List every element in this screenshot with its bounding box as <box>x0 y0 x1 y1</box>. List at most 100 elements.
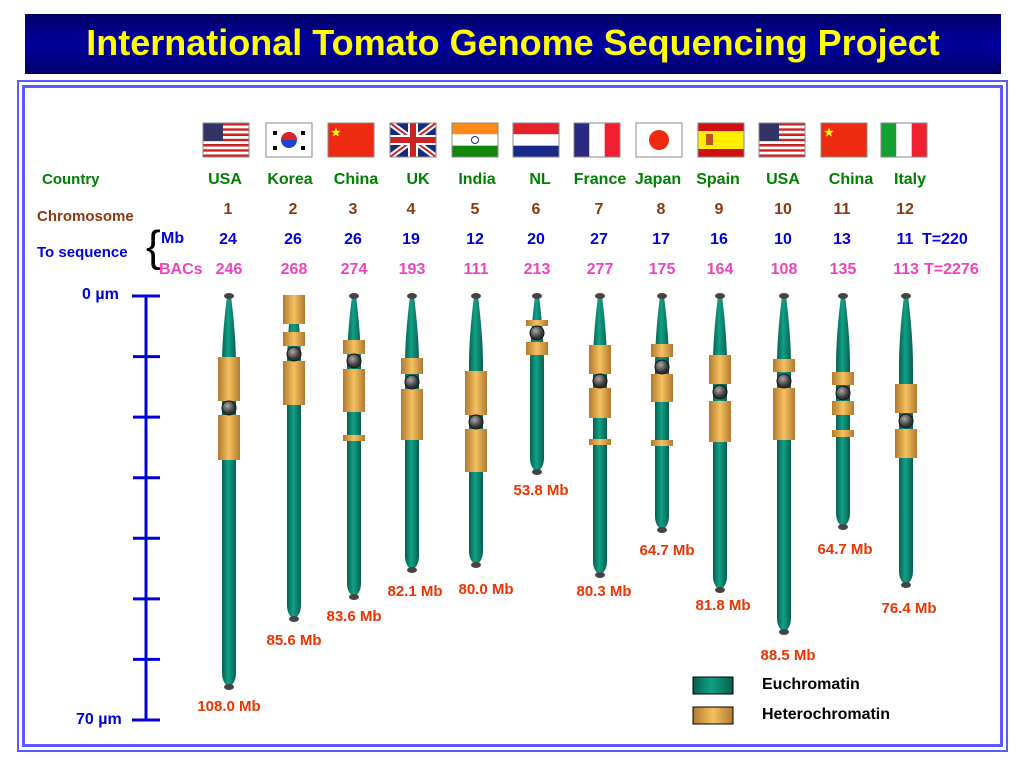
heterochromatin-band <box>343 340 365 354</box>
telomere <box>471 562 481 568</box>
telomere <box>779 293 789 299</box>
italy-flag-icon <box>880 122 928 158</box>
uk-flag-icon <box>388 120 438 160</box>
chromosome-8 <box>651 293 673 533</box>
telomere <box>532 293 542 299</box>
mb-value: 11 <box>896 231 914 248</box>
heterochromatin-band <box>589 388 611 418</box>
korea-flag-icon <box>265 122 313 158</box>
heterochromatin-band <box>283 295 305 324</box>
heterochromatin-band <box>401 358 423 374</box>
japan-flag-icon <box>635 122 683 158</box>
bacs-value: 277 <box>586 261 614 278</box>
mb-value: 17 <box>652 231 670 248</box>
country-label: Korea <box>267 171 313 188</box>
chromosome-number: 7 <box>594 201 604 218</box>
chromosome-12 <box>895 293 917 588</box>
centromere <box>346 353 362 369</box>
bacs-value: 111 <box>463 261 489 278</box>
country-label: UK <box>406 171 430 188</box>
country-label: China <box>333 171 379 188</box>
bacs-value: 268 <box>280 261 308 278</box>
chromosome-5 <box>465 293 487 568</box>
chromosome-size-label: 80.3 Mb <box>576 583 632 600</box>
chromosome-number: 6 <box>531 201 541 218</box>
chromosome-7 <box>589 293 611 578</box>
row-label-to-sequence: To sequence <box>37 244 128 261</box>
centromere <box>776 373 792 389</box>
chromosome-6 <box>526 293 548 475</box>
bacs-value: 135 <box>829 261 857 278</box>
heterochromatin-band <box>651 374 673 402</box>
legend-heterochromatin-swatch <box>692 706 734 725</box>
telomere <box>838 293 848 299</box>
country-label: USA <box>208 171 242 188</box>
chromosome-size-label: 64.7 Mb <box>817 541 873 558</box>
chromosome-size-label: 76.4 Mb <box>881 600 937 617</box>
telomere <box>715 293 725 299</box>
telomere <box>471 293 481 299</box>
telomere <box>715 587 725 593</box>
legend-euchromatin-swatch <box>692 676 734 695</box>
netherlands-flag-icon <box>512 122 560 158</box>
chromosome-1 <box>218 293 240 690</box>
china-flag-icon: ★ <box>820 122 868 158</box>
chromosome-size-label: 85.6 Mb <box>266 632 322 649</box>
france-flag-icon <box>573 122 621 158</box>
telomere <box>224 293 234 299</box>
bacs-value: 108 <box>770 261 798 278</box>
bacs-value: 274 <box>340 261 368 278</box>
centromere <box>529 325 545 341</box>
centromere <box>221 400 237 416</box>
heterochromatin-band <box>773 388 795 440</box>
heterochromatin-band <box>283 361 305 405</box>
heterochromatin-band <box>343 369 365 412</box>
chromosome-4 <box>401 293 423 573</box>
mb-value: 20 <box>527 231 545 248</box>
bacs-value: 246 <box>215 261 243 278</box>
centromere <box>468 414 484 430</box>
heterochromatin-band <box>709 355 731 384</box>
chromosome-11 <box>832 293 854 530</box>
heterochromatin-band <box>589 439 611 445</box>
mb-value: 26 <box>344 231 362 248</box>
slide-frame <box>17 80 1008 752</box>
scale-bottom-label: 70 µm <box>76 711 122 728</box>
centromere <box>898 413 914 429</box>
centromere <box>835 385 851 401</box>
chromosome-size-label: 64.7 Mb <box>639 542 695 559</box>
spain-flag-icon <box>697 122 745 158</box>
country-label: India <box>458 171 496 188</box>
title-bar: International Tomato Genome Sequencing P… <box>25 14 1001 74</box>
bacs-value: 164 <box>706 261 734 278</box>
centromere <box>712 384 728 400</box>
telomere <box>349 594 359 600</box>
chromosome-number: 8 <box>656 201 666 218</box>
heterochromatin-band <box>526 320 548 326</box>
centromere <box>404 374 420 390</box>
usa-flag-icon <box>202 122 250 158</box>
mb-value: 13 <box>833 231 851 248</box>
chromosome-10 <box>773 293 795 635</box>
bacs-value: 175 <box>648 261 676 278</box>
country-label: Japan <box>634 171 682 188</box>
country-label: USA <box>766 171 800 188</box>
country-label: China <box>828 171 874 188</box>
heterochromatin-band <box>832 401 854 415</box>
mb-value: 12 <box>466 231 484 248</box>
heterochromatin-band <box>526 342 548 355</box>
chromosome-size-label: 53.8 Mb <box>513 482 569 499</box>
telomere <box>657 293 667 299</box>
chromosome-9 <box>709 293 731 593</box>
chromosome-number: 2 <box>288 201 298 218</box>
chromosome-size-label: 108.0 Mb <box>197 698 261 715</box>
china-flag-icon: ★ <box>327 122 375 158</box>
chromosome-number: 3 <box>348 201 358 218</box>
heterochromatin-band <box>283 332 305 346</box>
telomere <box>407 567 417 573</box>
heterochromatin-band <box>218 357 240 401</box>
bacs-value: 113 <box>893 261 919 278</box>
legend-heterochromatin-label: Heterochromatin <box>762 706 891 723</box>
country-label: France <box>573 171 627 188</box>
